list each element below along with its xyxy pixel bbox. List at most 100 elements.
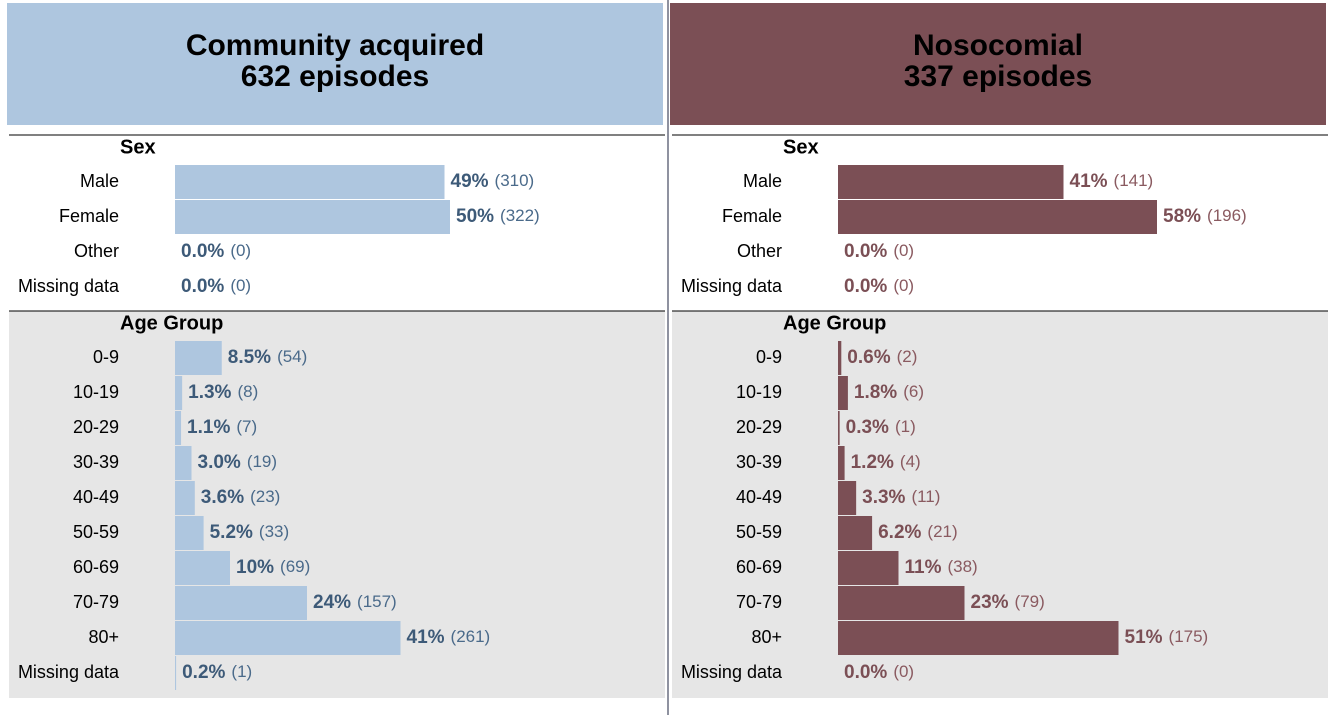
count-label: (1) [231, 662, 252, 681]
category-label: 10-19 [736, 382, 782, 402]
category-label: Female [722, 206, 782, 226]
category-label: 10-19 [73, 382, 119, 402]
section-title: Sex [783, 136, 819, 158]
bar [175, 551, 230, 585]
count-label: (1) [895, 417, 916, 436]
category-label: 70-79 [736, 592, 782, 612]
bar-label: 0.0% (0) [181, 276, 251, 297]
bar [838, 481, 857, 515]
percent-label: 3.3% [862, 487, 905, 508]
panel-title: Nosocomial [913, 29, 1083, 62]
bar [838, 411, 840, 445]
category-label: 40-49 [73, 487, 119, 507]
count-label: (0) [230, 276, 251, 295]
category-label: Female [59, 206, 119, 226]
bar [175, 411, 182, 445]
panel-subtitle: 337 episodes [904, 60, 1092, 93]
bar [838, 586, 965, 620]
bar [175, 586, 307, 620]
count-label: (2) [897, 347, 918, 366]
bar [175, 165, 445, 199]
percent-label: 8.5% [228, 347, 271, 368]
category-label: Missing data [18, 662, 120, 682]
bar [175, 341, 222, 375]
bar [838, 165, 1064, 199]
bar-label: 3.0% (19) [198, 452, 278, 473]
count-label: (175) [1169, 627, 1209, 646]
category-label: 60-69 [73, 557, 119, 577]
bar-label: 0.0% (0) [844, 276, 914, 297]
bar [175, 516, 204, 550]
percent-label: 0.0% [181, 241, 224, 262]
bar [175, 656, 177, 690]
bar-label: 1.3% (8) [188, 382, 258, 403]
panel-title: Community acquired [186, 29, 484, 62]
count-label: (19) [247, 452, 277, 471]
category-label: Other [737, 241, 782, 261]
bar-label: 58% (196) [1163, 206, 1247, 227]
bar-label: 24% (157) [313, 592, 397, 613]
bar-label: 0.6% (2) [847, 347, 917, 368]
percent-label: 1.3% [188, 382, 231, 403]
section-title: Age Group [120, 312, 223, 334]
percent-label: 41% [1070, 171, 1108, 192]
bar [838, 200, 1157, 234]
bar-label: 1.1% (7) [187, 417, 257, 438]
count-label: (141) [1114, 171, 1154, 190]
count-label: (69) [280, 557, 310, 576]
count-label: (261) [451, 627, 491, 646]
category-label: 60-69 [736, 557, 782, 577]
count-label: (4) [900, 452, 921, 471]
bar-label: 49% (310) [451, 171, 535, 192]
panel-subtitle: 632 episodes [241, 60, 429, 93]
category-label: Missing data [681, 662, 783, 682]
bar-label: 0.3% (1) [846, 417, 916, 438]
section-title: Age Group [783, 312, 886, 334]
bar-label: 50% (322) [456, 206, 540, 227]
panel-header [670, 3, 1326, 125]
count-label: (310) [495, 171, 535, 190]
percent-label: 0.0% [844, 241, 887, 262]
category-label: 50-59 [73, 522, 119, 542]
percent-label: 1.1% [187, 417, 230, 438]
bar-label: 41% (141) [1070, 171, 1154, 192]
bar [838, 516, 873, 550]
percent-label: 41% [407, 627, 445, 648]
category-label: Male [80, 171, 119, 191]
bar-label: 11% (38) [905, 557, 978, 578]
bar [175, 481, 195, 515]
count-label: (0) [893, 241, 914, 260]
bar-label: 6.2% (21) [878, 522, 958, 543]
percent-label: 0.3% [846, 417, 889, 438]
bar-label: 3.3% (11) [862, 487, 940, 508]
count-label: (157) [357, 592, 397, 611]
count-label: (0) [893, 662, 914, 681]
category-label: 0-9 [93, 347, 119, 367]
bar [175, 376, 183, 410]
bar [838, 341, 842, 375]
bar-label: 51% (175) [1125, 627, 1209, 648]
bar [838, 621, 1119, 655]
count-label: (7) [236, 417, 257, 436]
percent-label: 11% [905, 557, 942, 578]
bar [838, 551, 899, 585]
percent-label: 50% [456, 206, 494, 227]
panel-header [7, 3, 663, 125]
category-label: 80+ [751, 627, 782, 647]
bar-label: 0.0% (0) [844, 241, 914, 262]
bar [175, 621, 401, 655]
percent-label: 0.0% [181, 276, 224, 297]
count-label: (0) [230, 241, 251, 260]
percent-label: 0.0% [844, 662, 887, 683]
count-label: (38) [947, 557, 977, 576]
count-label: (322) [500, 206, 540, 225]
category-label: 70-79 [73, 592, 119, 612]
percent-label: 51% [1125, 627, 1163, 648]
count-label: (6) [903, 382, 924, 401]
percent-label: 6.2% [878, 522, 921, 543]
count-label: (54) [277, 347, 307, 366]
percent-label: 5.2% [210, 522, 253, 543]
category-label: Missing data [18, 276, 120, 296]
percent-label: 10% [236, 557, 274, 578]
